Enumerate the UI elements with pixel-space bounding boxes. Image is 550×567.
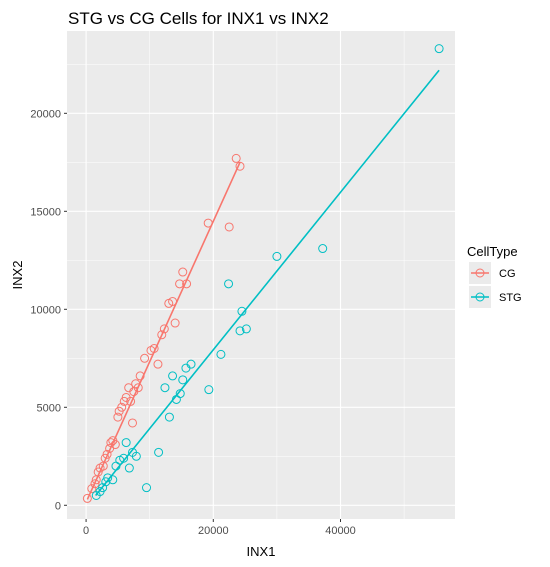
- cg-data-point: [110, 440, 120, 450]
- cg-data-point: [149, 343, 159, 353]
- cg-data-point: [135, 371, 145, 381]
- stg-data-point: [103, 473, 113, 483]
- cg-data-point: [133, 383, 143, 393]
- cg-data-point: [113, 412, 123, 422]
- y-tick-label: 20000: [30, 108, 61, 120]
- stg-data-point: [131, 451, 141, 461]
- cg-legend-marker: [475, 268, 485, 278]
- cg-data-point: [102, 449, 112, 459]
- stg-data-point: [119, 453, 129, 463]
- cg-data-point: [153, 359, 163, 369]
- stg-legend-marker: [475, 292, 485, 302]
- cg-data-point: [106, 438, 116, 448]
- cg-data-point: [128, 418, 138, 428]
- y-axis-title: INX2: [10, 261, 25, 290]
- cg-data-point: [175, 279, 185, 289]
- cg-data-point: [82, 493, 92, 503]
- x-tick-label: 40000: [325, 525, 356, 537]
- x-tick-label: 0: [83, 525, 89, 537]
- cg-data-point: [87, 484, 97, 494]
- grid-lines: [67, 31, 455, 519]
- stg-data-point: [186, 359, 196, 369]
- stg-data-point: [318, 244, 328, 254]
- cg-data-point: [90, 479, 100, 489]
- stg-data-point: [224, 279, 234, 289]
- x-axis-title: INX1: [247, 544, 276, 559]
- cg-data-point: [170, 318, 180, 328]
- stg-data-point: [164, 412, 174, 422]
- stg-data-point: [124, 463, 134, 473]
- stg-data-point: [175, 389, 185, 399]
- cg-data-point: [159, 324, 169, 334]
- axis-ticks: 0 20000 40000 0 5000 10000 15000 20000: [30, 108, 355, 537]
- stg-data-point: [216, 349, 226, 359]
- stg-data-point: [168, 371, 178, 381]
- stg-data-point: [108, 475, 118, 485]
- cg-data-point: [168, 296, 178, 306]
- stg-data-point: [237, 306, 247, 316]
- stg-data-point: [241, 324, 251, 334]
- stg-data-point: [154, 447, 164, 457]
- cg-data-point: [140, 353, 150, 363]
- x-tick-label: 20000: [198, 525, 229, 537]
- data-points: [82, 44, 444, 503]
- stg-data-point: [160, 383, 170, 393]
- cg-data-point: [126, 396, 136, 406]
- stg-data-point: [204, 385, 214, 395]
- cg-data-point: [231, 153, 241, 163]
- legend: CellType CG STG: [467, 244, 522, 308]
- y-tick-label: 5000: [37, 402, 61, 414]
- cg-data-point: [224, 222, 234, 232]
- y-tick-label: 0: [55, 500, 61, 512]
- stg-data-point: [272, 251, 282, 261]
- legend-title: CellType: [467, 244, 518, 259]
- y-tick-label: 10000: [30, 304, 61, 316]
- cg-data-point: [182, 279, 192, 289]
- stg-legend-label: STG: [499, 292, 522, 304]
- cg-data-point: [178, 267, 188, 277]
- stg-data-point: [434, 44, 444, 54]
- chart-title: STG vs CG Cells for INX1 vs INX2: [68, 9, 329, 28]
- stg-data-point: [235, 326, 245, 336]
- plot-panel: [67, 31, 455, 519]
- stg-data-point: [121, 438, 131, 448]
- cg-data-point: [157, 330, 167, 340]
- cg-data-point: [117, 402, 127, 412]
- cg-legend-label: CG: [499, 268, 516, 280]
- cg-data-point: [203, 218, 213, 228]
- y-tick-label: 15000: [30, 206, 61, 218]
- stg-data-point: [142, 483, 152, 493]
- cg-data-point: [235, 161, 245, 171]
- stg-fit-line: [95, 69, 440, 496]
- stg-data-point: [178, 375, 188, 385]
